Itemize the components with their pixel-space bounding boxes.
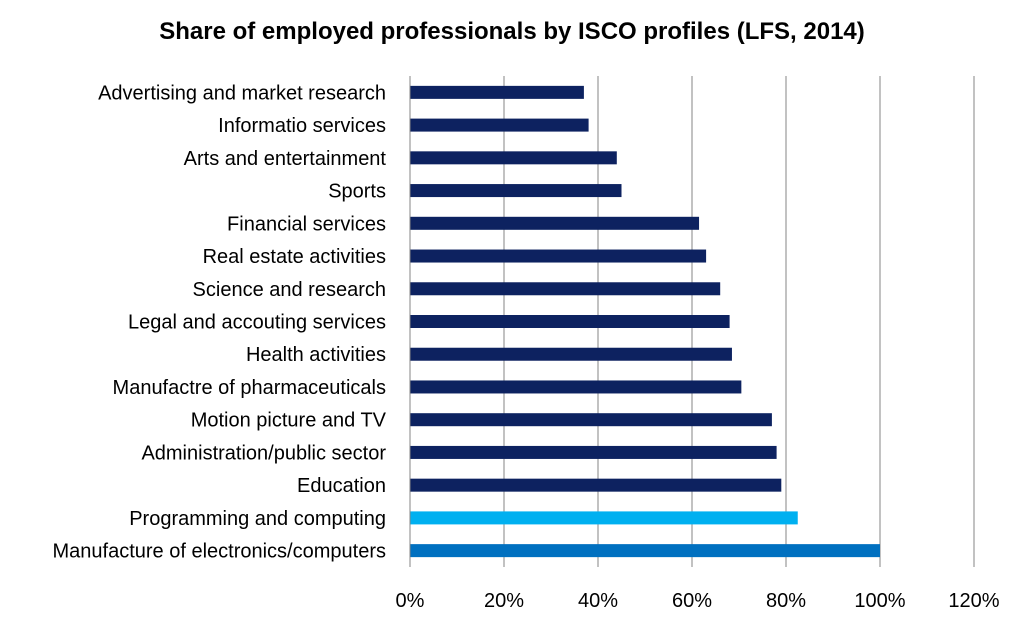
bar [410,544,880,558]
x-tick-label: 0% [396,590,425,612]
category-label: Arts and entertainment [184,148,387,170]
category-label: Manufacture of electronics/computers [53,541,387,563]
bar [410,249,707,263]
bar [410,216,700,230]
bar [410,347,732,361]
bar [410,184,622,198]
x-tick-label: 100% [854,590,905,612]
bar [410,413,772,427]
category-label: Sports [328,181,386,203]
x-tick-label: 40% [578,590,618,612]
bar [410,478,782,492]
x-tick-label: 120% [948,590,999,612]
category-label: Administration/public sector [141,442,386,464]
x-tick-label: 60% [672,590,712,612]
category-label: Programming and computing [129,508,386,530]
bar [410,511,798,525]
bar [410,445,777,459]
bar [410,282,721,296]
category-label: Education [297,475,386,497]
category-label: Financial services [227,213,386,235]
chart-title: Share of employed professionals by ISCO … [159,18,865,45]
bar [410,85,584,99]
category-label: Health activities [246,344,386,366]
bar [410,151,617,165]
category-label: Advertising and market research [98,82,386,104]
category-label: Motion picture and TV [191,410,387,432]
bar [410,380,742,394]
bar [410,315,730,328]
x-tick-label: 80% [766,590,806,612]
category-label: Real estate activities [203,246,386,268]
category-label: Manufactre of pharmaceuticals [113,377,386,399]
bar [410,118,589,132]
x-tick-label: 20% [484,590,524,612]
category-label: Informatio services [218,115,386,137]
category-label: Science and research [193,279,386,301]
category-label: Legal and accouting services [128,312,386,334]
